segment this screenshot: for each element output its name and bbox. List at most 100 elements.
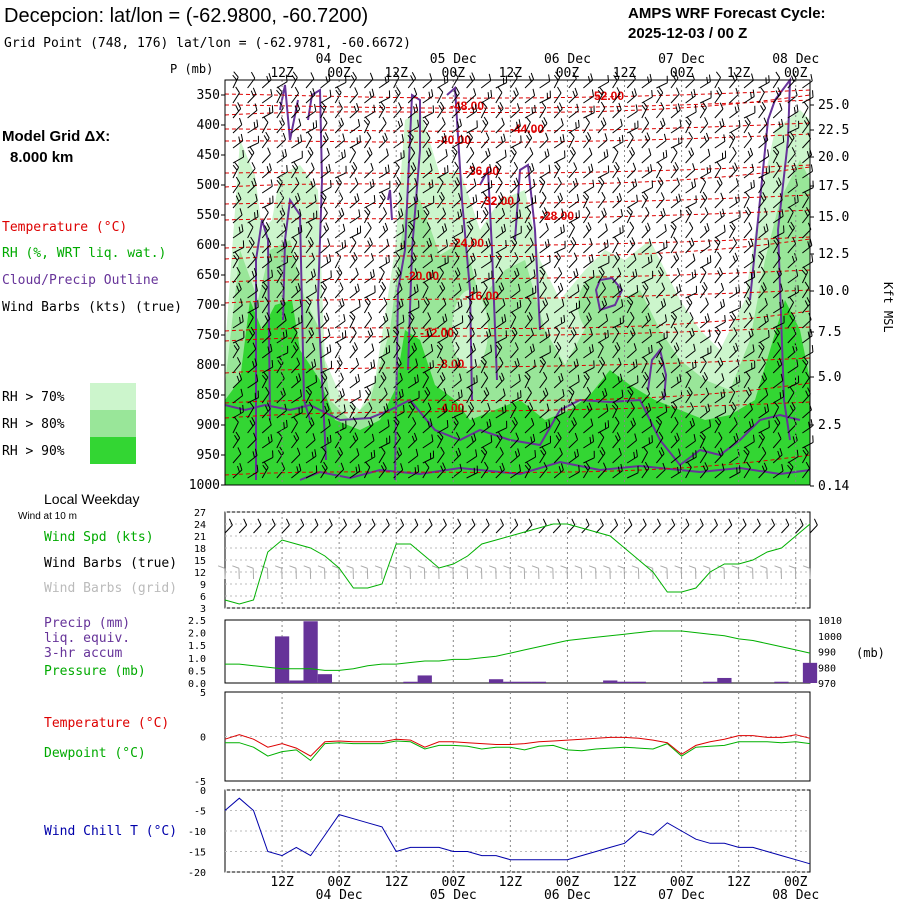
wind-barb: [626, 401, 635, 419]
barb-staff: [787, 302, 795, 314]
barb-staff: [539, 213, 548, 224]
barb-staff: [261, 350, 273, 359]
wind-barb-grid: [745, 565, 754, 580]
barb-staff: [232, 453, 242, 464]
barb-flag: [525, 116, 531, 123]
barb-staff: [247, 407, 255, 419]
barb-staff: [320, 377, 328, 389]
wind-barb-grid: [717, 565, 725, 580]
barb-flag: [759, 86, 765, 93]
barb-staff: [787, 127, 799, 134]
barb-flag: [731, 311, 737, 318]
barb-staff: [495, 568, 497, 580]
barb-flag: [780, 283, 784, 291]
barb-staff: [670, 348, 680, 359]
barb-staff: [466, 392, 473, 404]
barb-staff: [670, 93, 680, 104]
barb-flag: [546, 565, 554, 569]
wind-barb: [626, 252, 637, 269]
wind-barb: [422, 195, 435, 209]
barb-flag: [327, 73, 331, 81]
wind-barb: [393, 86, 401, 104]
barb-flag: [539, 359, 545, 366]
wind-barb: [407, 146, 416, 164]
barb-staff: [553, 77, 561, 89]
barb-staff: [261, 276, 273, 284]
wind-barb: [787, 296, 795, 314]
barb-staff: [583, 244, 593, 254]
wind-barb: [553, 282, 564, 299]
barb-flag: [236, 375, 240, 382]
barb-staff: [729, 423, 738, 434]
barb-staff: [393, 76, 400, 89]
barb-flag: [688, 221, 694, 229]
wind-barb-true: [310, 518, 319, 534]
barb-flag: [341, 151, 344, 158]
barb-flag: [501, 226, 504, 233]
barb-flag: [437, 341, 443, 348]
wind-barb: [568, 374, 580, 389]
barb-staff: [772, 364, 783, 374]
barb-flag: [369, 181, 372, 188]
barb-staff: [509, 568, 511, 580]
barb-flag: [663, 388, 667, 396]
barb-flag: [498, 195, 502, 202]
barb-flag: [777, 450, 781, 457]
wind-barb: [305, 104, 317, 119]
barb-staff: [291, 305, 302, 314]
wind-barb: [583, 179, 595, 194]
barb-flag: [264, 405, 269, 412]
barb-staff: [495, 304, 506, 314]
barb-flag: [657, 251, 663, 258]
barb-flag: [722, 208, 725, 216]
wind-barb: [334, 447, 344, 464]
precip-bar: [303, 621, 318, 683]
wind-barb: [612, 326, 620, 344]
barb-flag: [685, 119, 690, 126]
wind-barb-grid: [588, 565, 597, 580]
barb-flag: [804, 281, 810, 289]
wind-barb-true: [681, 518, 690, 534]
wind-barb: [553, 134, 565, 149]
wind-barb-true: [724, 518, 733, 534]
barb-staff: [795, 524, 804, 534]
wind-barb: [232, 117, 243, 134]
barb-flag: [442, 297, 447, 305]
wind-barb: [670, 119, 682, 134]
barb-flag: [309, 237, 314, 244]
wind-barb: [583, 222, 592, 239]
wind-barb: [685, 418, 695, 434]
wind-barb: [714, 86, 723, 104]
barb-flag: [314, 194, 317, 202]
barb-flag: [802, 266, 808, 273]
wind-barb: [612, 357, 622, 374]
barb-staff: [378, 229, 388, 239]
barb-staff: [568, 152, 576, 164]
barb-staff: [524, 334, 534, 344]
barb-staff: [407, 317, 415, 329]
barb-staff: [524, 275, 536, 284]
barb-flag: [306, 296, 312, 303]
barb-staff: [232, 182, 241, 194]
wind-barb: [378, 446, 386, 464]
wind-barb: [480, 148, 491, 164]
barb-staff: [699, 378, 708, 389]
barb-staff: [407, 381, 419, 389]
barb-staff: [699, 303, 709, 314]
barb-staff: [743, 467, 751, 479]
barb-flag: [469, 401, 475, 409]
barb-staff: [729, 471, 741, 479]
barb-flag: [399, 118, 403, 126]
wind-barb: [276, 403, 287, 419]
barb-flag: [555, 71, 561, 78]
barb-flag: [236, 266, 241, 274]
barb-staff: [772, 306, 784, 314]
wind-barb: [758, 282, 767, 299]
barb-flag: [632, 361, 635, 368]
barb-staff: [699, 229, 710, 239]
barb-flag: [559, 447, 563, 455]
wind-barb: [407, 236, 416, 254]
wind-barb: [422, 237, 432, 254]
barb-flag: [686, 461, 692, 468]
wind-barb-true: [367, 518, 376, 534]
